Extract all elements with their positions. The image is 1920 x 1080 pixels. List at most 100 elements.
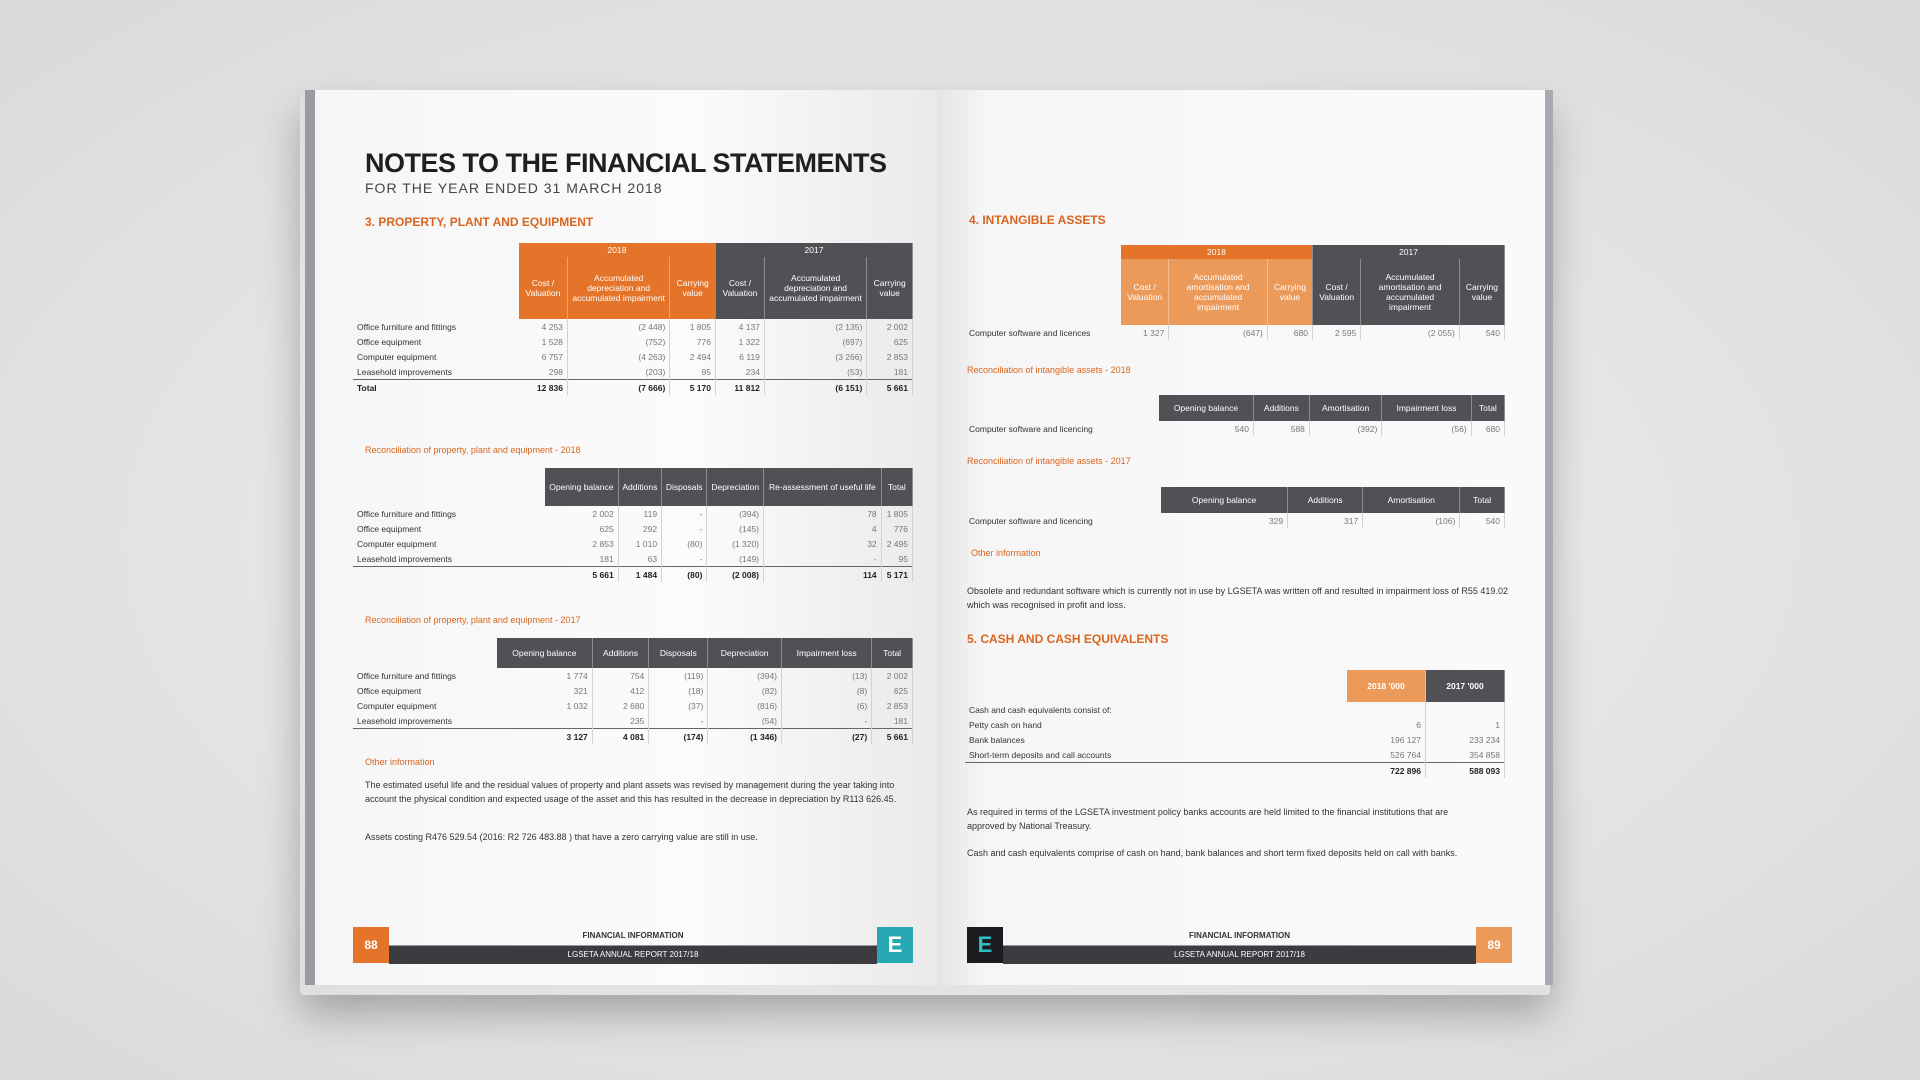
table-row: Computer software and licencing 540 588 (39…: [965, 421, 1506, 436]
cell-value: (149): [706, 551, 765, 567]
cell-value: 329: [1161, 513, 1289, 528]
col-header: Cost / Valuation: [715, 257, 765, 319]
row-label: [353, 566, 545, 582]
row-label: Cash and cash equivalents consist of:: [969, 704, 1112, 715]
other-information-paragraph: The estimated useful life and the residu…: [365, 780, 897, 804]
row-label: Short-term deposits and call accounts: [969, 749, 1112, 760]
cell-value: 754: [592, 668, 650, 683]
other-information-paragraph: Obsolete and redundant software which is…: [967, 586, 1508, 610]
cell-value: 2 002: [871, 668, 913, 683]
cell-value: 181: [871, 713, 913, 729]
row-label: Office equipment: [357, 336, 422, 347]
other-information-heading: Other information: [971, 548, 1041, 558]
cell-value: [1347, 702, 1426, 717]
col-header: Carrying value: [1459, 259, 1506, 325]
cash-definition-paragraph: Cash and cash equivalents comprise of ca…: [967, 848, 1458, 858]
cell-value: 5 170: [669, 379, 716, 395]
section-heading-ppe: 3. PROPERTY, PLANT AND EQUIPMENT: [365, 215, 594, 229]
row-label: Office equipment: [357, 523, 422, 534]
ppe-table: 2018 2017 Cost / Valuation Accumulated d…: [353, 243, 914, 395]
cell-value: 181: [545, 551, 619, 567]
footer-text: FINANCIAL INFORMATION LGSETA ANNUAL REPO…: [389, 927, 877, 964]
other-information-heading: Other information: [365, 757, 435, 767]
cell-value: (752): [567, 334, 671, 349]
footer-line-2: LGSETA ANNUAL REPORT 2017/18: [1003, 946, 1476, 964]
col-header: Accumulated amortisation and accumulated…: [1168, 259, 1268, 325]
cell-value: 5 661: [545, 566, 619, 582]
cell-value: 2 002: [866, 319, 913, 334]
row-label: [353, 728, 497, 744]
cell-value: 234: [715, 364, 765, 380]
table-row: Short-term deposits and call accounts 526…: [965, 747, 1505, 763]
table-row: Petty cash on hand 6 1: [965, 717, 1505, 732]
cell-value: 6: [1347, 717, 1426, 732]
col-header: Additions: [1253, 395, 1310, 421]
cell-value: (2 135): [764, 319, 868, 334]
cell-value: 2 002: [545, 506, 619, 521]
cell-value: 317: [1287, 513, 1364, 528]
cell-value: (54): [707, 713, 783, 729]
table-row: 5 661 1 484 (80) (2 008) 114 5 171: [353, 566, 914, 582]
section-letter-badge: E: [967, 927, 1003, 963]
reconciliation-heading-2018: Reconciliation of property, plant and eq…: [365, 445, 581, 455]
table-row: Computer equipment 6 757 (4 263) 2 494 6 119…: [353, 349, 913, 364]
cell-value: (119): [648, 668, 709, 683]
footer-line-2: LGSETA ANNUAL REPORT 2017/18: [389, 946, 877, 964]
col-header: Disposals: [648, 638, 709, 668]
cell-value: 588 093: [1425, 762, 1505, 778]
row-label: Total: [353, 379, 519, 395]
section-heading-intangible-assets: 4. INTANGIBLE ASSETS: [969, 213, 1106, 227]
col-header-2017: 2017 '000: [1425, 670, 1505, 702]
table-row: Bank balances 196 127 233 234: [965, 732, 1505, 747]
row-label: Office furniture and fittings: [357, 508, 457, 519]
table-row: Office furniture and fittings 1 774 754 (11…: [353, 668, 913, 683]
table-row: Leasehold improvements 235- (54) -181: [353, 713, 913, 729]
cell-value: 32: [763, 536, 882, 551]
table-row: Total 12 836 (7 666) 5 170 11 812 (6 151) 5 66…: [353, 379, 913, 395]
cell-value: 625: [545, 521, 619, 536]
cell-value: 6 757: [519, 349, 568, 364]
cell-value: (80): [661, 566, 708, 582]
cell-value: 4 137: [715, 319, 765, 334]
row-label: Computer software and licences: [969, 327, 1091, 338]
right-page: 4. INTANGIBLE ASSETS 2018 2017 Cost / Va…: [937, 90, 1553, 985]
cell-value: (1 320): [706, 536, 765, 551]
cell-value: -: [661, 521, 708, 536]
cell-value: 95: [669, 364, 716, 380]
col-header: Re-assessment of useful life: [763, 468, 882, 506]
cell-value: (37): [648, 698, 709, 713]
row-label: Computer software and licencing: [969, 515, 1093, 526]
cell-value: 2 853: [866, 349, 913, 364]
cash-equivalents-table: 2018 '000 2017 '000 Cash and cash equiva…: [965, 670, 1505, 778]
row-label: Computer equipment: [357, 700, 437, 711]
cell-value: 119: [618, 506, 663, 521]
col-header: Impairment loss: [781, 638, 873, 668]
cell-value: 298: [519, 364, 568, 380]
cell-value: 1 010: [618, 536, 663, 551]
cell-value: 95: [881, 551, 914, 567]
intangible-assets-table: 2018 2017 Cost / Valuation Accumulated a…: [965, 245, 1506, 340]
table-row: Office equipment 1 528 (752) 776 1 322 (697) 6…: [353, 334, 913, 349]
col-header: Opening balance: [1159, 395, 1254, 421]
cell-value: (1 346): [707, 728, 783, 744]
row-label: Office furniture and fittings: [357, 670, 457, 681]
reconciliation-heading-2017: Reconciliation of intangible assets - 20…: [967, 456, 1131, 466]
cell-value: (2 008): [706, 566, 765, 582]
cell-value: 540: [1159, 421, 1254, 436]
cell-value: 4 081: [592, 728, 650, 744]
cell-value: 233 234: [1425, 732, 1505, 747]
cell-value: -: [763, 551, 882, 567]
cell-value: (174): [648, 728, 709, 744]
cell-value: (3 266): [764, 349, 868, 364]
cell-value: (27): [781, 728, 873, 744]
table-row: Computer equipment 2 853 1 010 (80) (1 320) 3…: [353, 536, 914, 551]
table-row: Leasehold improvements 298 (203) 95 234 (53) 1…: [353, 364, 913, 380]
cell-value: (13): [781, 668, 873, 683]
cell-value: (18): [648, 683, 709, 698]
cell-value: 776: [881, 521, 914, 536]
cell-value: 1: [1425, 717, 1505, 732]
cell-value: (53): [764, 364, 868, 380]
year-header-2018: 2018: [1121, 245, 1313, 259]
cell-value: 196 127: [1347, 732, 1426, 747]
other-information-paragraph: Assets costing R476 529.54 (2016: R2 726…: [365, 832, 758, 842]
